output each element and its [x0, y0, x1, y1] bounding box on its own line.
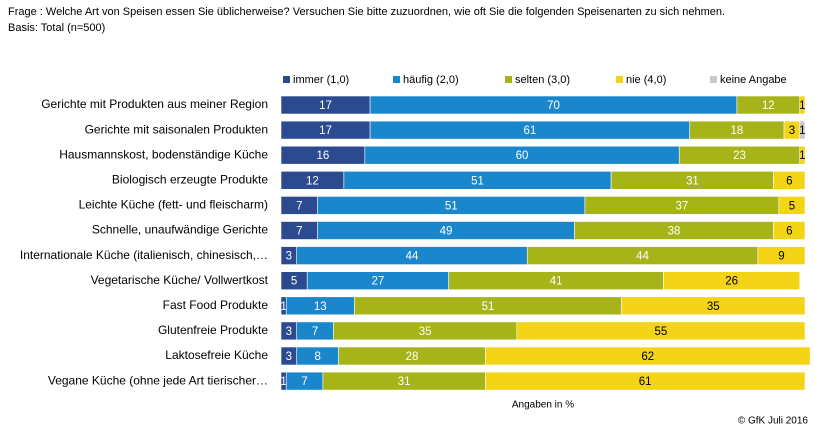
bar-segment	[773, 171, 806, 190]
data-label: 44	[406, 251, 419, 263]
source: © GfK Juli 2016	[738, 416, 809, 427]
bar-segment	[799, 95, 806, 115]
data-label: 3	[789, 125, 795, 137]
data-label: 1	[799, 125, 805, 137]
data-label: 51	[471, 175, 484, 187]
data-label: 44	[636, 251, 649, 263]
data-label: 12	[306, 175, 319, 187]
bar-segment	[663, 271, 801, 291]
data-label: 16	[317, 150, 330, 162]
data-label: 26	[725, 276, 738, 288]
data-label: 62	[641, 351, 654, 363]
chart-title: Frage : Welche Art von Speisen essen Sie…	[8, 6, 725, 18]
data-label: 1	[799, 100, 805, 112]
data-label: 51	[445, 200, 458, 212]
legend-label: keine Angabe	[720, 74, 787, 86]
data-label: 51	[482, 301, 495, 313]
legend-label: nie (4,0)	[626, 74, 666, 86]
data-label: 9	[778, 251, 784, 263]
data-label: 23	[733, 150, 746, 162]
bar-segment	[621, 296, 806, 316]
bar-segment	[516, 321, 806, 341]
data-label: 41	[550, 276, 563, 288]
data-label: 1	[280, 376, 286, 388]
category-label: Glutenfreie Produkte	[158, 323, 268, 337]
category-label: Fast Food Produkte	[163, 298, 269, 312]
category-label: Vegetarische Küche/ Vollwertkost	[91, 273, 269, 287]
data-label: 70	[547, 100, 560, 112]
data-label: 7	[312, 326, 318, 338]
chart-subtitle: Basis: Total (n=500)	[8, 22, 105, 34]
data-label: 7	[296, 200, 302, 212]
data-label: 49	[440, 226, 453, 238]
bar-segment	[757, 246, 806, 265]
bar-segment	[778, 196, 806, 215]
data-label: 60	[516, 150, 529, 162]
category-label: Internationale Küche (italienisch, chine…	[20, 248, 268, 262]
data-label: 3	[286, 251, 292, 263]
data-label: 1	[280, 301, 286, 313]
data-label: 6	[786, 175, 792, 187]
data-label: 3	[286, 326, 292, 338]
data-label: 35	[419, 326, 432, 338]
data-label: 13	[314, 301, 327, 313]
legend-swatch	[393, 76, 400, 83]
category-label: Gerichte mit Produkten aus meiner Region	[41, 97, 268, 111]
data-label: 31	[686, 175, 699, 187]
category-label: Biologisch erzeugte Produkte	[112, 172, 268, 186]
bar-segment	[799, 120, 806, 140]
legend-label: immer (1,0)	[293, 74, 349, 86]
data-label: 3	[286, 351, 292, 363]
data-label: 5	[789, 200, 795, 212]
bar-segment	[485, 371, 806, 391]
data-label: 35	[707, 301, 720, 313]
data-label: 55	[655, 326, 668, 338]
category-label: Vegane Küche (ohne jede Art tierischer…	[48, 373, 268, 387]
data-label: 28	[406, 351, 419, 363]
data-label: 12	[762, 100, 775, 112]
category-label: Hausmannskost, bodenständige Küche	[59, 147, 268, 161]
legend-swatch	[505, 76, 512, 83]
legend-label: häufig (2,0)	[403, 74, 459, 86]
data-label: 7	[301, 376, 307, 388]
data-label: 5	[291, 276, 297, 288]
data-label: 17	[319, 125, 332, 137]
bar-segment	[799, 145, 806, 165]
x-axis-label: Angaben in %	[512, 400, 574, 411]
data-label: 38	[668, 226, 681, 238]
category-label: Gerichte mit saisonalen Produkten	[85, 122, 268, 136]
category-label: Leichte Küche (fett- und fleischarm)	[79, 198, 268, 212]
bar-segment	[485, 346, 811, 366]
category-label: Laktosefreie Küche	[165, 348, 268, 362]
data-label: 1	[799, 150, 805, 162]
data-label: 18	[730, 125, 743, 137]
data-label: 7	[296, 226, 302, 238]
data-label: 27	[372, 276, 385, 288]
legend-label: selten (3,0)	[515, 74, 570, 86]
data-label: 61	[639, 376, 652, 388]
data-label: 31	[398, 376, 411, 388]
bar-segment	[773, 221, 806, 240]
data-label: 8	[314, 351, 320, 363]
data-label: 37	[675, 200, 688, 212]
category-label: Schnelle, unaufwändige Gerichte	[92, 223, 268, 237]
data-label: 6	[786, 226, 792, 238]
legend-swatch	[710, 76, 717, 83]
legend-swatch	[616, 76, 623, 83]
data-label: 17	[319, 100, 332, 112]
legend-swatch	[283, 76, 290, 83]
data-label: 61	[524, 125, 537, 137]
